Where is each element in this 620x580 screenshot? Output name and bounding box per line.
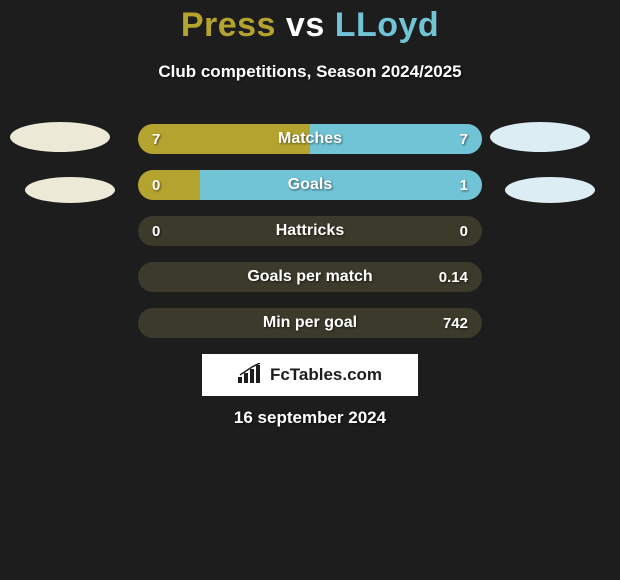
decorative-ellipse [490, 122, 590, 152]
fctables-logo: FcTables.com [202, 354, 418, 396]
stat-row: 77Matches [138, 124, 482, 154]
stat-row: 01Goals [138, 170, 482, 200]
stat-label: Goals [138, 170, 482, 200]
bar-chart-icon [238, 363, 264, 388]
stat-row: 00Hattricks [138, 216, 482, 246]
title-vs: vs [286, 6, 325, 44]
decorative-ellipse [25, 177, 115, 203]
stat-label: Min per goal [138, 308, 482, 338]
logo-text: FcTables.com [270, 365, 382, 385]
stat-label: Hattricks [138, 216, 482, 246]
stat-label: Matches [138, 124, 482, 154]
subtitle: Club competitions, Season 2024/2025 [0, 62, 620, 82]
title: Press vs LLoyd [0, 6, 620, 45]
title-player-b: LLoyd [335, 6, 439, 44]
stat-label: Goals per match [138, 262, 482, 292]
stat-rows: 77Matches 01Goals 00Hattricks 0.14Goals per… [138, 124, 482, 354]
comparison-infographic: Press vs LLoyd Club competitions, Season… [0, 0, 620, 580]
decorative-ellipse [505, 177, 595, 203]
stat-row: 0.14Goals per match [138, 262, 482, 292]
decorative-ellipse [10, 122, 110, 152]
title-player-a: Press [181, 6, 276, 44]
stat-row: 742Min per goal [138, 308, 482, 338]
date-text: 16 september 2024 [0, 408, 620, 428]
